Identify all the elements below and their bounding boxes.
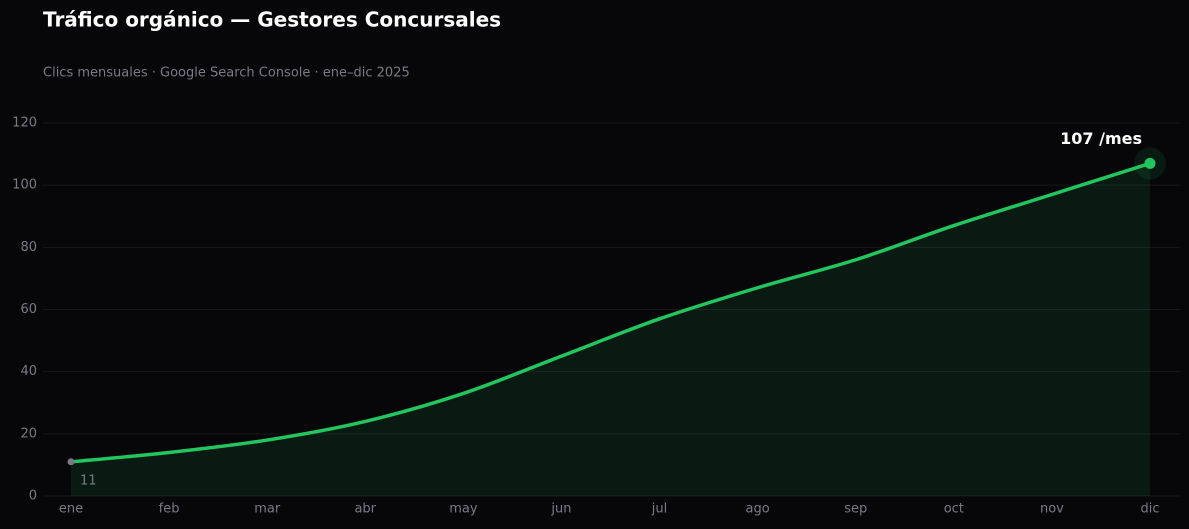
x-tick-label: ene bbox=[59, 502, 83, 517]
x-tick-label: mar bbox=[254, 502, 281, 517]
chart-title: Tráfico orgánico — Gestores Concursales bbox=[43, 8, 501, 32]
x-tick-label: oct bbox=[944, 502, 964, 517]
chart-subtitle: Clics mensuales · Google Search Console … bbox=[43, 66, 410, 81]
y-tick-label: 0 bbox=[29, 489, 37, 504]
area bbox=[71, 163, 1150, 497]
value-label: 107 /mes bbox=[1060, 129, 1142, 148]
x-tick-label: abr bbox=[354, 502, 376, 517]
y-tick-label: 120 bbox=[12, 116, 37, 131]
x-tick-label: ago bbox=[746, 502, 770, 517]
y-tick-label: 20 bbox=[20, 426, 37, 441]
y-tick-label: 60 bbox=[20, 302, 37, 317]
x-tick-label: feb bbox=[159, 502, 180, 517]
value-label: 11 bbox=[80, 473, 97, 488]
x-tick-label: nov bbox=[1040, 502, 1064, 517]
start-point bbox=[67, 458, 75, 466]
y-tick-label: 40 bbox=[20, 364, 37, 379]
y-tick-label: 100 bbox=[12, 178, 37, 193]
line bbox=[69, 161, 1152, 464]
y-tick-label: 80 bbox=[20, 240, 37, 255]
x-tick-label: may bbox=[449, 502, 478, 517]
x-tick-label: dic bbox=[1140, 502, 1159, 517]
end-point bbox=[1144, 157, 1156, 169]
x-tick-label: sep bbox=[844, 502, 867, 517]
x-tick-label: jul bbox=[651, 502, 667, 517]
x-tick-label: jun bbox=[550, 502, 571, 517]
